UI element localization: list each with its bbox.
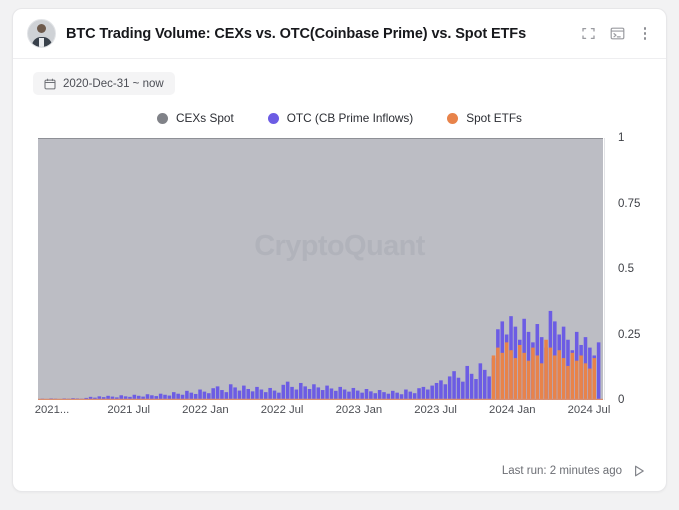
card-header: BTC Trading Volume: CEXs vs. OTC(Coinbas… — [13, 9, 666, 59]
avatar-head — [37, 24, 46, 33]
legend-dot-cexs-spot — [157, 112, 169, 124]
last-run-label: Last run: 2 minutes ago — [501, 465, 622, 477]
legend-item-cexs-spot[interactable]: CEXs Spot — [157, 111, 234, 125]
legend-dot-otc — [267, 112, 279, 124]
kebab-dot — [643, 37, 647, 40]
x-tick-label: 2021... — [34, 404, 70, 416]
x-tick-label: 2024 Jul — [567, 404, 611, 416]
calendar-icon — [44, 78, 56, 90]
y-axis-line — [604, 138, 605, 400]
y-tick-label: 0.25 — [618, 328, 641, 341]
legend-label-spot-etfs: Spot ETFs — [466, 111, 522, 125]
y-tick-label: 0.5 — [618, 263, 634, 275]
more-options-icon[interactable] — [638, 25, 652, 42]
legend-label-otc: OTC (CB Prime Inflows) — [286, 111, 414, 125]
kebab-dot — [643, 32, 647, 35]
series-area-cexs-spot — [38, 138, 603, 400]
page-title: BTC Trading Volume: CEXs vs. OTC(Coinbas… — [66, 25, 527, 42]
series-bars-spot-etfs — [491, 339, 597, 400]
author-avatar — [27, 19, 56, 48]
fullscreen-icon[interactable] — [580, 25, 597, 42]
legend-label-cexs-spot: CEXs Spot — [176, 111, 234, 125]
chart-area: CryptoQuant 10.750.50.250 2021...2021 Ju… — [13, 132, 666, 428]
x-tick-label: 2022 Jul — [260, 404, 304, 416]
date-range-picker[interactable]: 2020-Dec-31 ~ now — [33, 72, 175, 95]
x-tick-label: 2022 Jan — [182, 404, 229, 416]
kebab-dot — [643, 27, 647, 30]
console-icon[interactable] — [609, 25, 626, 42]
card-footer: Last run: 2 minutes ago — [13, 451, 666, 491]
legend-item-spot-etfs[interactable]: Spot ETFs — [447, 111, 522, 125]
header-actions — [580, 25, 652, 42]
controls-row: 2020-Dec-31 ~ now — [13, 59, 666, 95]
x-axis: 2021... 2021 Jul 2022 Jan 2022 Jul 2023 Jan 2… — [34, 404, 611, 424]
y-tick-label: 0.75 — [618, 197, 641, 210]
chart-legend: CEXs Spot OTC (CB Prime Inflows) Spot ET… — [13, 111, 666, 125]
y-tick-label: 1 — [618, 132, 625, 144]
x-tick-label: 2024 Jan — [489, 404, 536, 416]
chart-card: BTC Trading Volume: CEXs vs. OTC(Coinbas… — [12, 8, 667, 492]
x-tick-label: 2021 Jul — [107, 404, 151, 416]
legend-item-otc[interactable]: OTC (CB Prime Inflows) — [267, 111, 414, 125]
y-tick-label: 0 — [618, 394, 625, 406]
x-tick-label: 2023 Jan — [335, 404, 383, 416]
y-axis: 1 0.75 0.5 0.25 0 — [609, 132, 659, 406]
x-tick-label: 2023 Jul — [414, 404, 457, 416]
plot-canvas[interactable] — [38, 138, 603, 400]
legend-dot-spot-etfs — [447, 112, 459, 124]
avatar-shirt — [39, 38, 44, 47]
play-icon[interactable] — [632, 464, 646, 478]
date-range-label: 2020-Dec-31 ~ now — [63, 77, 164, 90]
